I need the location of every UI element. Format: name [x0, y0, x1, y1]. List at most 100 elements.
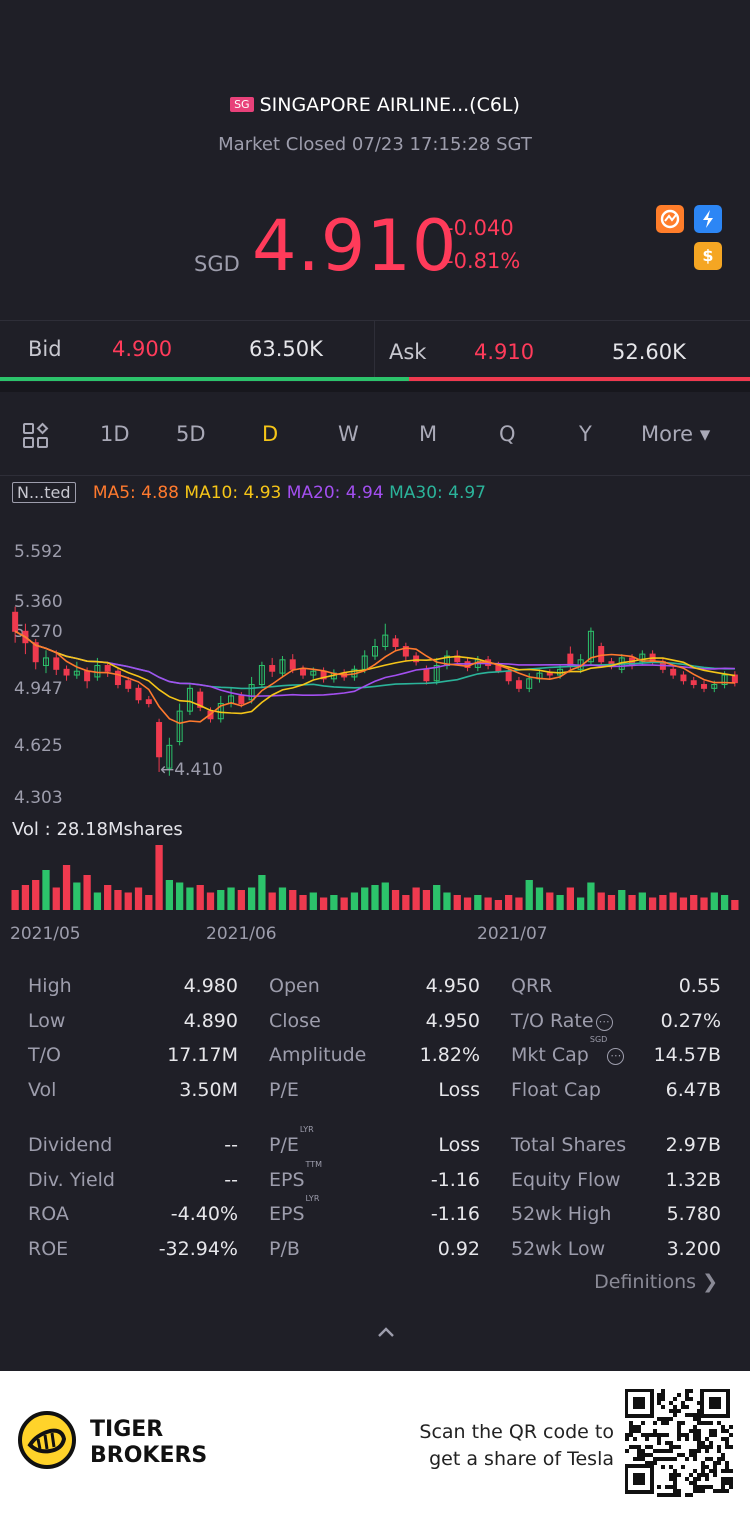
stat-label: Equity Flow [511, 1169, 621, 1191]
stat-label-superscript: LYR [299, 1124, 314, 1134]
volume-bar [93, 892, 102, 910]
streak-icon[interactable] [656, 205, 684, 233]
tab-5d[interactable]: 5D [176, 422, 206, 446]
qr-module [693, 1469, 697, 1473]
qr-module [689, 1493, 693, 1497]
tab-day[interactable]: D [262, 422, 279, 446]
candle-body [413, 655, 420, 663]
stat-label: P/B [269, 1238, 300, 1260]
info-icon[interactable]: ⋯ [595, 1014, 613, 1031]
qr-module [673, 1413, 677, 1417]
stat-label: 52wk High [511, 1203, 612, 1225]
qr-module [697, 1433, 701, 1437]
volume-bar [628, 895, 636, 910]
stat-label: QRR [511, 975, 553, 997]
ma10-line [14, 630, 736, 715]
volume-bar [433, 885, 441, 910]
candle-body [258, 665, 265, 686]
qr-module [649, 1453, 653, 1457]
lightning-icon[interactable] [694, 205, 722, 233]
qr-module [725, 1489, 729, 1493]
qr-module [657, 1457, 661, 1461]
volume-bar [494, 900, 503, 910]
qr-module [697, 1473, 701, 1477]
info-icon[interactable]: ⋯ [607, 1048, 625, 1065]
tab-week[interactable]: W [338, 422, 359, 446]
ma20-line [14, 630, 735, 698]
volume-bar [104, 885, 112, 910]
qr-module [713, 1433, 717, 1437]
qr-module [709, 1469, 713, 1473]
volume-bar [42, 870, 50, 910]
qr-module [729, 1433, 733, 1437]
qr-module [629, 1445, 633, 1449]
qr-module [669, 1465, 673, 1469]
qr-module [673, 1473, 677, 1477]
qr-module [697, 1441, 701, 1445]
ask-price: 4.910 [474, 340, 535, 364]
bid-label: Bid [28, 337, 62, 361]
volume-bar [505, 895, 513, 910]
qr-module [697, 1409, 701, 1413]
qr-code[interactable] [625, 1389, 733, 1497]
promo-text-line2: get a share of Tesla [429, 1448, 614, 1470]
qr-module [653, 1449, 657, 1453]
dollar-icon[interactable]: $ [694, 242, 722, 270]
candle-body [392, 638, 399, 648]
qr-module [721, 1485, 725, 1489]
qr-module [709, 1421, 713, 1425]
definitions-link[interactable]: Definitions ❯ [594, 1271, 718, 1293]
qr-module [697, 1445, 701, 1449]
qr-module [725, 1461, 729, 1465]
qr-module [689, 1429, 693, 1433]
qr-module [705, 1421, 709, 1425]
qr-module [637, 1453, 641, 1457]
candlestick-chart[interactable] [0, 540, 750, 940]
ask-label: Ask [389, 340, 427, 364]
qr-module [685, 1389, 689, 1393]
qr-module [685, 1405, 689, 1409]
qr-module [677, 1393, 681, 1397]
qr-module [657, 1401, 661, 1405]
volume-bar [484, 897, 492, 910]
tab-year[interactable]: Y [579, 422, 592, 446]
y-tick: 5.592 [14, 542, 63, 562]
qr-module [721, 1469, 725, 1473]
volume-bar [710, 892, 718, 910]
candle-body [731, 674, 738, 684]
qr-module [645, 1433, 649, 1437]
volume-bar [566, 887, 574, 910]
qr-module [693, 1453, 697, 1457]
stat-value: 2.97B [665, 1134, 721, 1156]
volume-bar [556, 895, 564, 910]
qr-module [729, 1425, 733, 1429]
qr-module [661, 1405, 665, 1409]
qr-module [653, 1457, 657, 1461]
qr-module [649, 1433, 653, 1437]
stat-value: -32.94% [158, 1238, 238, 1260]
volume-bar [391, 890, 400, 910]
tab-month[interactable]: M [419, 422, 438, 446]
volume-bar [186, 887, 194, 910]
ma5-value: MA5: 4.88 [92, 483, 180, 503]
qr-module [665, 1493, 669, 1497]
ma10-value: MA10: 4.93 [184, 483, 282, 503]
qr-module [701, 1465, 705, 1469]
collapse-chevron-icon[interactable] [376, 1320, 396, 1344]
qr-module [677, 1493, 681, 1497]
qr-module [661, 1421, 665, 1425]
qr-module [673, 1481, 677, 1485]
last-price: 4.910 [252, 205, 458, 287]
qr-module [677, 1425, 681, 1429]
volume-bar [381, 882, 389, 910]
adjust-button[interactable]: N...ted [12, 482, 76, 503]
layout-grid-icon[interactable] [22, 422, 50, 454]
tab-quarter[interactable]: Q [499, 422, 516, 446]
tab-more[interactable]: More ▾ [641, 422, 711, 446]
tab-1d[interactable]: 1D [100, 422, 130, 446]
qr-module [713, 1473, 717, 1477]
qr-module [657, 1441, 661, 1445]
stat-value: Loss [438, 1079, 480, 1101]
candle-body [12, 611, 19, 632]
stock-title[interactable]: SG SINGAPORE AIRLINE...(C6L) [0, 94, 750, 116]
